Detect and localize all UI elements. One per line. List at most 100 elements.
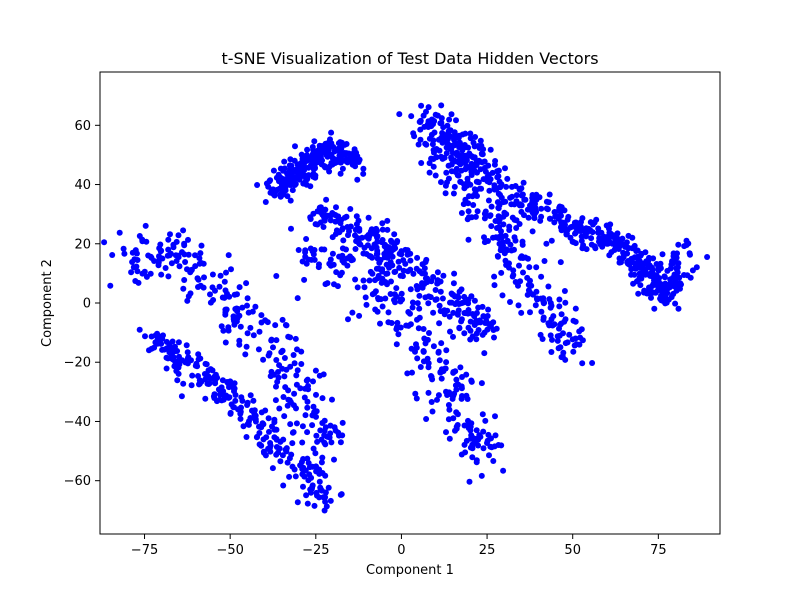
scatter-point bbox=[490, 234, 496, 241]
scatter-point bbox=[570, 348, 577, 355]
scatter-point bbox=[415, 141, 422, 148]
scatter-point bbox=[653, 273, 660, 280]
scatter-point bbox=[109, 252, 116, 258]
scatter-point bbox=[232, 392, 239, 398]
scatter-point bbox=[426, 169, 433, 176]
scatter-point bbox=[439, 155, 446, 162]
scatter-point bbox=[407, 266, 414, 273]
scatter-point bbox=[646, 262, 653, 269]
scatter-point bbox=[425, 104, 432, 111]
scatter-point bbox=[675, 241, 682, 248]
scatter-point bbox=[311, 138, 318, 145]
scatter-point bbox=[130, 264, 137, 271]
scatter-point bbox=[311, 164, 318, 171]
scatter-point bbox=[454, 149, 460, 156]
scatter-point bbox=[300, 456, 307, 462]
scatter-point bbox=[354, 284, 361, 291]
scatter-point bbox=[131, 256, 138, 263]
scatter-point bbox=[478, 380, 485, 387]
scatter-point bbox=[517, 201, 524, 208]
scatter-point bbox=[134, 268, 141, 275]
scatter-point bbox=[276, 405, 283, 412]
scatter-point bbox=[258, 319, 265, 326]
scatter-point bbox=[384, 226, 391, 233]
scatter-point bbox=[687, 274, 694, 281]
scatter-point bbox=[237, 408, 244, 415]
scatter-point bbox=[222, 306, 229, 313]
scatter-point bbox=[329, 396, 335, 403]
scatter-point bbox=[360, 165, 367, 172]
scatter-point bbox=[648, 273, 655, 280]
scatter-point bbox=[230, 404, 237, 411]
scatter-point bbox=[633, 265, 639, 271]
scatter-point bbox=[139, 270, 146, 277]
scatter-point bbox=[279, 365, 286, 372]
scatter-point bbox=[551, 209, 558, 215]
scatter-point bbox=[363, 301, 370, 308]
scatter-point bbox=[399, 273, 406, 280]
scatter-point bbox=[422, 294, 429, 301]
scatter-point bbox=[175, 252, 182, 259]
scatter-point bbox=[296, 176, 303, 183]
scatter-point bbox=[174, 377, 181, 384]
scatter-point bbox=[443, 150, 450, 157]
scatter-point bbox=[413, 265, 420, 272]
scatter-point bbox=[281, 184, 288, 191]
scatter-point bbox=[244, 330, 251, 337]
scatter-point bbox=[530, 205, 537, 212]
scatter-point bbox=[301, 276, 308, 283]
scatter-point bbox=[279, 452, 286, 459]
scatter-point bbox=[254, 182, 261, 188]
scatter-point bbox=[311, 256, 318, 263]
scatter-point bbox=[414, 286, 421, 293]
scatter-point bbox=[286, 473, 293, 480]
scatter-point bbox=[336, 152, 343, 159]
scatter-point bbox=[526, 264, 533, 271]
scatter-point bbox=[642, 267, 649, 274]
scatter-point bbox=[262, 407, 269, 414]
scatter-point bbox=[333, 269, 340, 276]
scatter-point bbox=[529, 195, 536, 201]
scatter-point bbox=[437, 278, 444, 285]
scatter-point bbox=[637, 282, 644, 289]
scatter-point bbox=[382, 295, 389, 302]
scatter-point bbox=[321, 439, 328, 446]
scatter-point bbox=[417, 126, 424, 133]
scatter-point bbox=[476, 158, 483, 165]
scatter-point bbox=[540, 300, 547, 307]
scatter-point bbox=[243, 280, 250, 287]
scatter-point bbox=[335, 140, 342, 147]
scatter-point bbox=[171, 363, 178, 370]
scatter-point bbox=[534, 296, 541, 303]
scatter-point bbox=[352, 276, 359, 283]
scatter-point bbox=[628, 256, 635, 263]
scatter-point bbox=[428, 278, 435, 285]
scatter-point bbox=[184, 360, 191, 367]
scatter-point bbox=[376, 259, 383, 266]
scatter-point bbox=[349, 161, 356, 168]
scatter-point bbox=[438, 179, 444, 186]
scatter-point bbox=[147, 270, 154, 277]
scatter-point bbox=[192, 362, 199, 369]
scatter-point bbox=[397, 324, 404, 331]
scatter-point bbox=[287, 363, 294, 370]
scatter-point bbox=[560, 349, 567, 356]
scatter-point bbox=[504, 237, 511, 244]
scatter-point bbox=[536, 194, 543, 201]
scatter-point bbox=[667, 265, 674, 272]
scatter-point bbox=[482, 208, 489, 215]
scatter-point bbox=[318, 157, 325, 164]
scatter-point bbox=[221, 278, 228, 285]
scatter-point bbox=[341, 141, 348, 148]
scatter-point bbox=[520, 269, 526, 276]
scatter-point bbox=[511, 246, 517, 253]
scatter-point bbox=[467, 318, 474, 325]
scatter-point bbox=[373, 265, 380, 272]
scatter-point bbox=[373, 225, 380, 232]
scatter-point bbox=[289, 187, 296, 194]
scatter-point bbox=[216, 283, 223, 290]
scatter-point bbox=[494, 225, 500, 231]
scatter-point bbox=[322, 424, 329, 431]
scatter-point bbox=[273, 383, 279, 390]
scatter-point bbox=[396, 111, 403, 118]
